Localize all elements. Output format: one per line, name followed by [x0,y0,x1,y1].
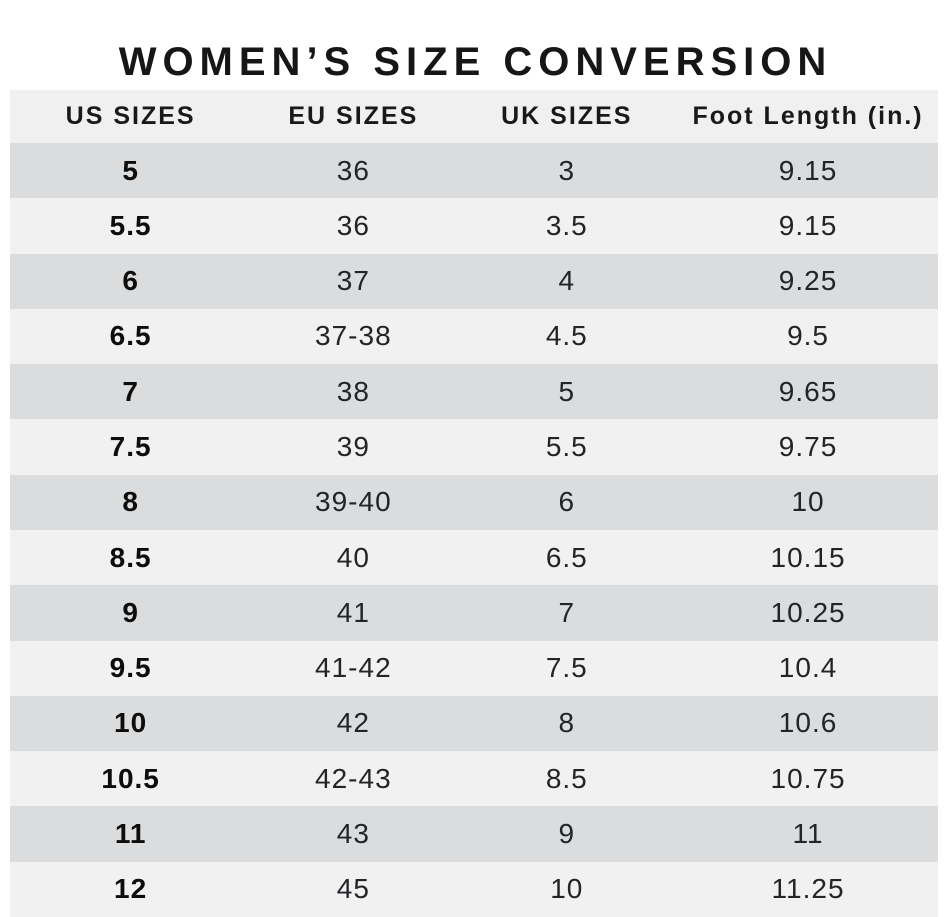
us-size-cell: 7.5 [109,431,152,463]
uk-size-cell: 4.5 [545,320,588,352]
uk-size-cell: 7 [558,596,576,628]
eu-size-cell: 42-43 [315,762,392,794]
table-row: 9 41 7 10.25 [10,585,938,641]
table-row: 8 39-40 6 10 [10,474,938,530]
table-row: 11 43 9 11 [10,806,938,862]
table-row: 5 36 3 9.15 [10,143,938,199]
table-row: 5.5 36 3.5 9.15 [10,198,938,254]
table-row: 9.5 41-42 7.5 10.4 [10,640,938,696]
size-conversion-table: US SIZES EU SIZES UK SIZES Foot Length (… [10,90,938,917]
foot-length-cell: 9.15 [778,209,838,241]
us-size-cell: 5.5 [109,209,152,241]
foot-length-cell: 10.75 [770,762,846,794]
us-size-cell: 6.5 [109,320,152,352]
uk-size-cell: 5 [558,375,576,407]
us-size-cell: 10 [114,707,148,739]
column-header-foot-length: Foot Length (in.) [692,102,924,130]
uk-size-cell: 3 [558,154,576,186]
eu-size-cell: 39-40 [315,486,392,518]
table-row: 8.5 40 6.5 10.15 [10,529,938,586]
eu-size-cell: 41-42 [315,652,392,684]
us-size-cell: 8.5 [109,541,152,573]
us-size-cell: 11 [114,818,147,850]
foot-length-cell: 10 [791,486,825,518]
eu-size-cell: 37 [336,265,370,297]
foot-length-cell: 9.5 [787,320,830,352]
eu-size-cell: 45 [336,873,370,905]
eu-size-cell: 39 [336,431,370,463]
page-title: WOMEN’S SIZE CONVERSION [118,39,833,84]
column-header-eu-sizes: EU SIZES [288,102,419,130]
eu-size-cell: 42 [336,707,370,739]
table-header-row: US SIZES EU SIZES UK SIZES Foot Length (… [10,90,938,143]
uk-size-cell: 9 [558,818,576,850]
foot-length-cell: 11 [792,818,824,850]
us-size-cell: 8 [122,486,139,518]
us-size-cell: 6 [122,265,139,297]
eu-size-cell: 38 [336,375,370,407]
uk-size-cell: 5.5 [545,431,588,463]
table-row: 6 37 4 9.25 [10,253,938,309]
table-row: 10 42 8 10.6 [10,695,938,752]
uk-size-cell: 7.5 [545,652,588,684]
uk-size-cell: 4 [558,265,576,297]
uk-size-cell: 10 [550,873,584,905]
eu-size-cell: 37-38 [315,320,392,352]
uk-size-cell: 8.5 [545,762,588,794]
foot-length-cell: 10.15 [770,541,846,573]
eu-size-cell: 36 [336,209,370,241]
table-row: 6.5 37-38 4.5 9.5 [10,308,938,365]
table-row: 7 38 5 9.65 [10,364,938,420]
us-size-cell: 9.5 [109,652,152,684]
foot-length-cell: 11.25 [771,873,845,905]
column-header-uk-sizes: UK SIZES [501,102,633,130]
table-row: 10.5 42-43 8.5 10.75 [10,751,938,807]
uk-size-cell: 6.5 [545,541,588,573]
uk-size-cell: 8 [558,707,576,739]
foot-length-cell: 10.4 [778,652,838,684]
uk-size-cell: 3.5 [545,209,588,241]
foot-length-cell: 9.15 [778,154,838,186]
table-row: 7.5 39 5.5 9.75 [10,419,938,475]
uk-size-cell: 6 [558,486,576,518]
us-size-cell: 10.5 [101,762,160,794]
column-header-us-sizes: US SIZES [65,102,196,130]
foot-length-cell: 9.25 [778,265,838,297]
foot-length-cell: 10.6 [778,707,838,739]
us-size-cell: 12 [114,873,148,905]
table-row: 12 45 10 11.25 [10,861,938,917]
us-size-cell: 5 [122,154,139,186]
foot-length-cell: 9.75 [778,431,838,463]
eu-size-cell: 41 [336,596,370,628]
foot-length-cell: 9.65 [778,375,838,407]
eu-size-cell: 36 [336,154,370,186]
us-size-cell: 7 [122,375,139,407]
eu-size-cell: 43 [336,818,370,850]
eu-size-cell: 40 [336,541,370,573]
foot-length-cell: 10.25 [770,596,846,628]
us-size-cell: 9 [122,596,139,628]
